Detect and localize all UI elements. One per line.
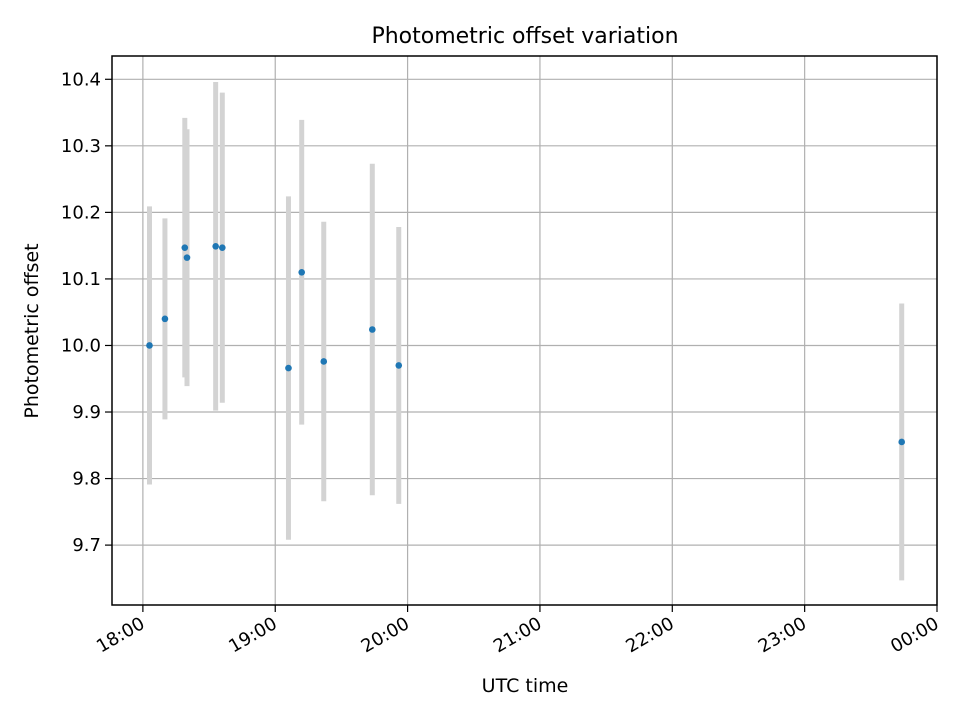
x-tick-label: 20:00 (358, 613, 413, 657)
data-point (285, 364, 292, 372)
data-point (368, 326, 376, 333)
y-axis-label: Photometric offset (21, 243, 43, 418)
data-points (146, 243, 906, 446)
y-tick-label: 10.1 (61, 269, 101, 290)
grid (112, 56, 938, 605)
x-tick-label: 19:00 (225, 613, 280, 657)
data-point (395, 362, 403, 369)
data-point (183, 254, 191, 261)
data-point (212, 243, 219, 250)
x-tick-label: 23:00 (755, 613, 810, 657)
plot-frame (111, 55, 938, 606)
chart-title: Photometric offset variation (371, 24, 678, 49)
data-point (320, 358, 328, 365)
y-tick-label: 9.7 (72, 535, 101, 556)
data-point (298, 268, 306, 276)
x-tick-label: 18:00 (93, 613, 148, 657)
y-axis-ticks: 9.7 9.8 9.9 10.0 10.1 10.2 10.3 10.4 (61, 69, 112, 556)
error-bars (147, 81, 905, 581)
y-tick-label: 9.9 (72, 402, 101, 423)
data-point (898, 438, 906, 446)
y-tick-label: 10.0 (61, 335, 101, 356)
y-tick-label: 10.4 (61, 69, 101, 90)
data-point (146, 342, 153, 349)
x-tick-label: 21:00 (490, 613, 545, 657)
y-tick-label: 9.8 (72, 469, 101, 490)
data-point (218, 244, 226, 251)
y-tick-label: 10.3 (61, 136, 101, 157)
x-tick-label: 22:00 (622, 613, 677, 657)
data-point (181, 244, 189, 251)
y-tick-label: 10.2 (61, 202, 101, 223)
data-point (161, 315, 169, 323)
x-tick-label: 00:00 (887, 613, 942, 657)
x-axis-label: UTC time (482, 675, 569, 697)
x-axis-ticks: 18:00 19:00 20:00 21:00 22:00 23:00 00:00 (93, 605, 943, 657)
